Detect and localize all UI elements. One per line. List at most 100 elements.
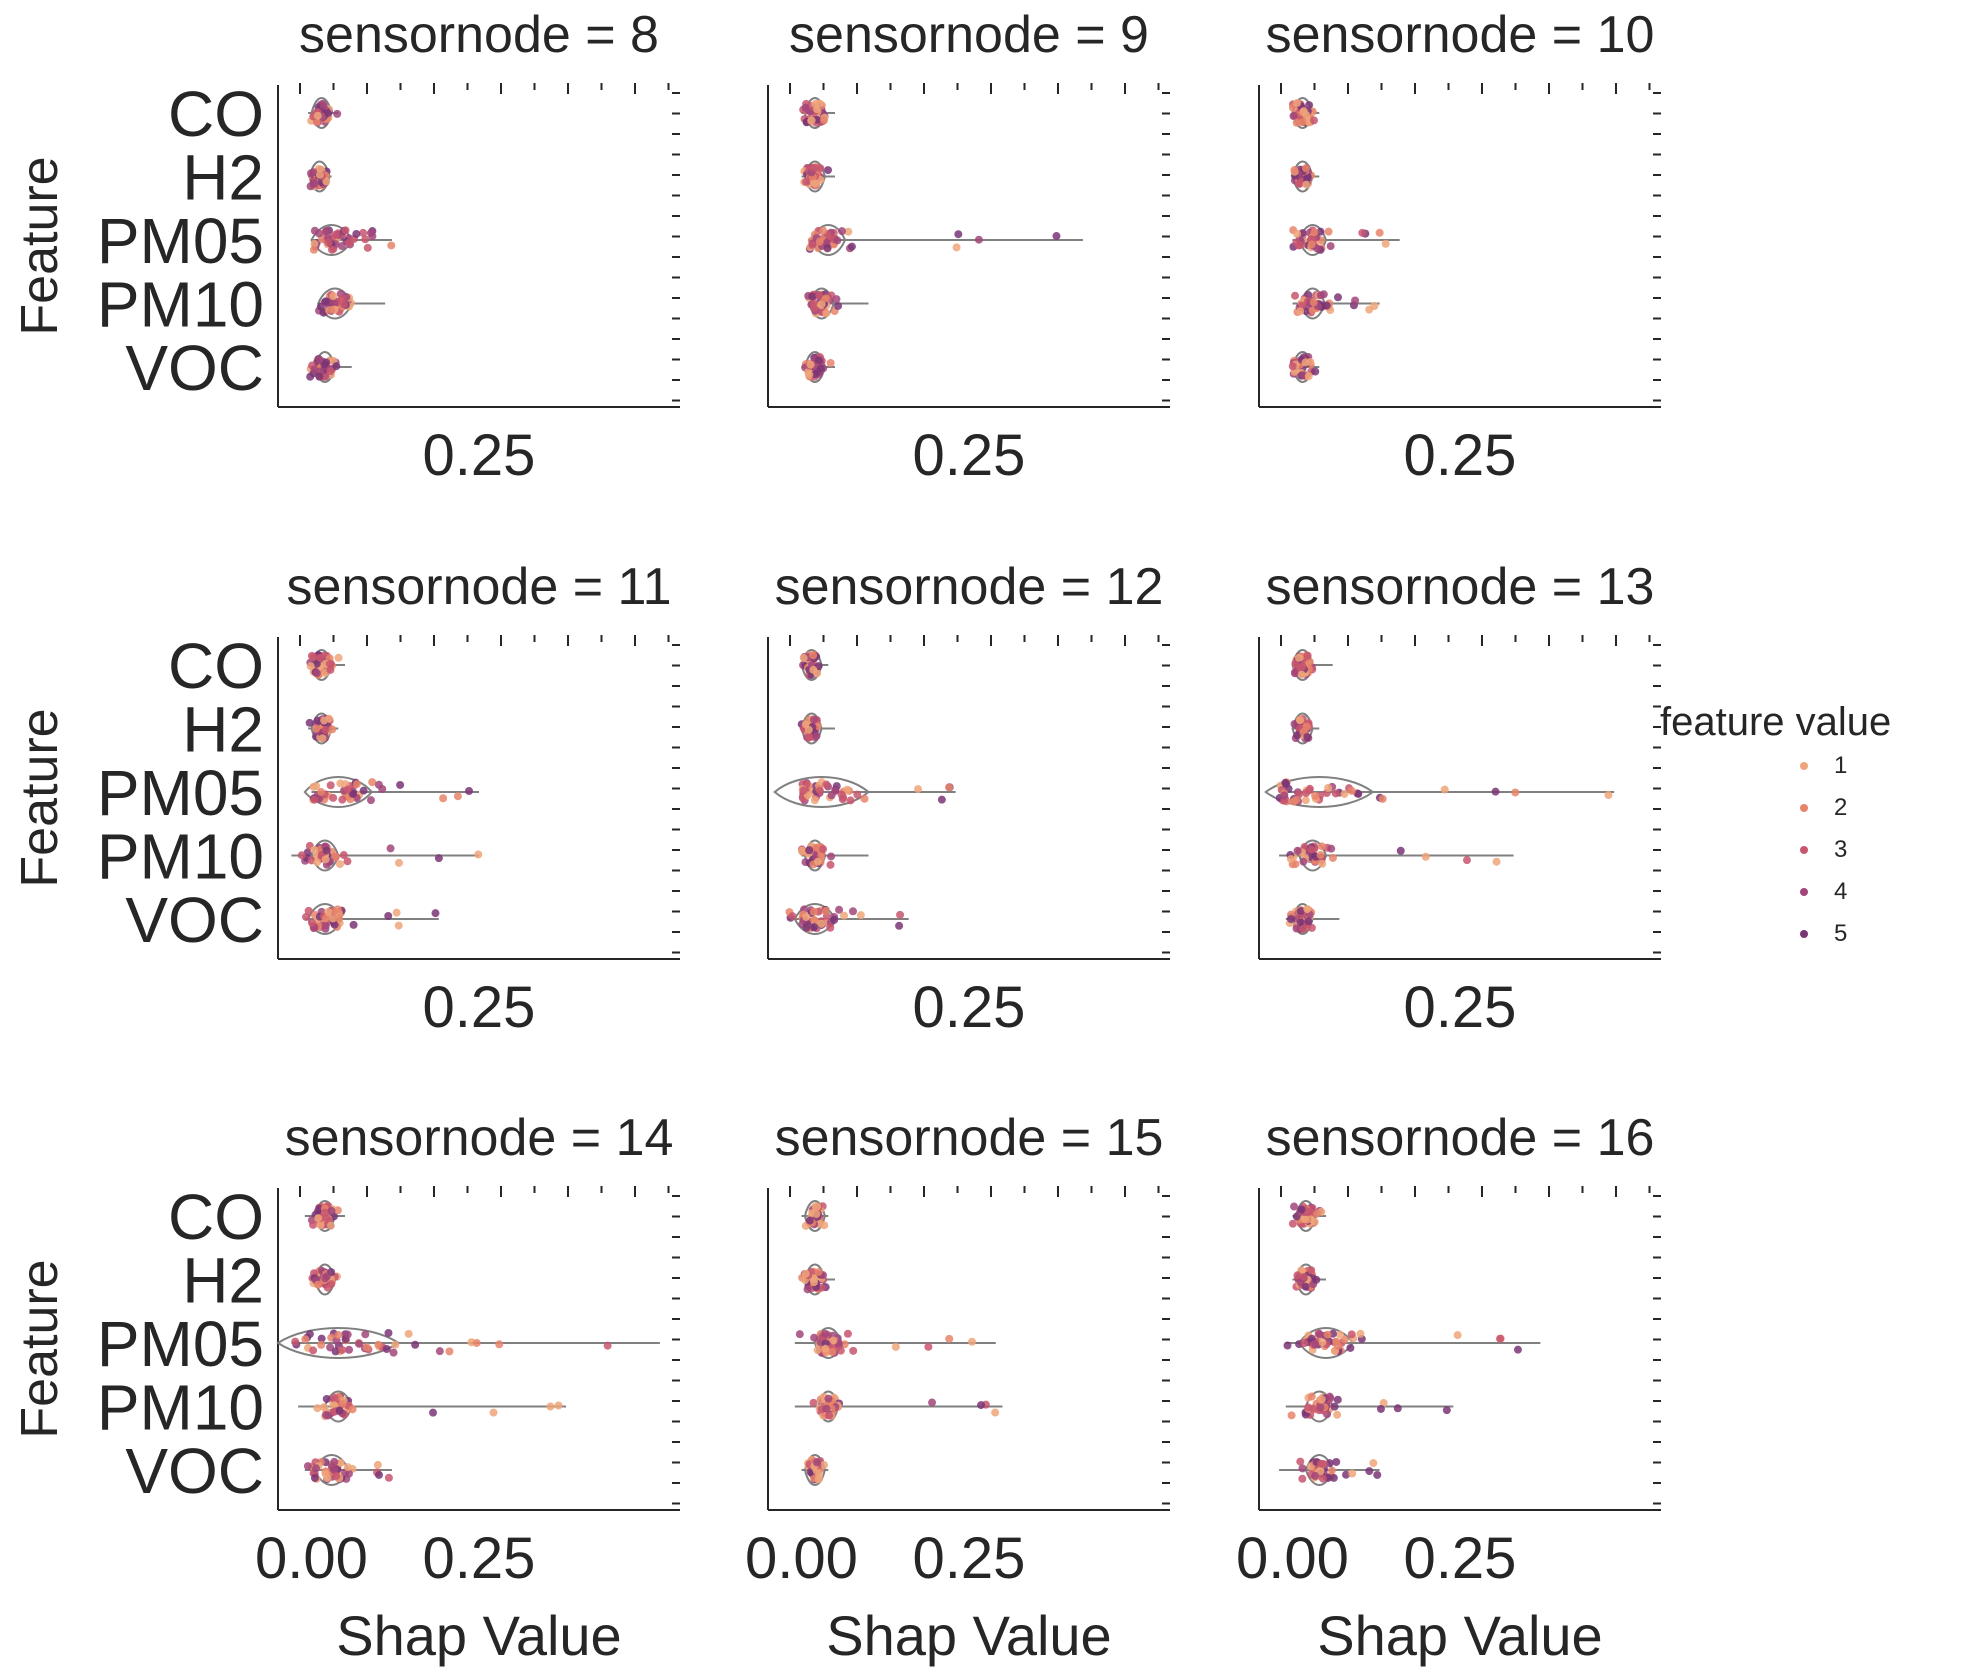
data-point [334, 1331, 343, 1340]
data-point [352, 780, 361, 789]
data-point [382, 1345, 391, 1354]
data-point [1323, 1330, 1332, 1339]
data-point [1305, 101, 1314, 110]
data-point [320, 716, 329, 725]
facet-title: sensornode = 12 [775, 558, 1164, 616]
data-point [309, 245, 318, 254]
data-point [807, 116, 816, 125]
data-point [805, 1216, 814, 1225]
data-point [359, 786, 368, 795]
data-point [386, 844, 395, 853]
x-tick-label: 0.25 [913, 1526, 1026, 1591]
data-point [1297, 670, 1306, 679]
data-point [384, 1329, 393, 1338]
data-point [1328, 853, 1337, 862]
data-point [826, 358, 835, 367]
data-point [315, 170, 324, 179]
data-point [345, 1345, 354, 1354]
data-point [795, 1330, 804, 1339]
data-point [546, 1402, 555, 1411]
data-point [327, 1280, 336, 1289]
data-point [297, 851, 306, 860]
data-point [1287, 1411, 1296, 1420]
data-point [1310, 116, 1319, 125]
data-point [799, 786, 808, 795]
x-tick-label: 0.00 [1236, 1526, 1349, 1591]
data-point [309, 1346, 318, 1355]
data-point [1462, 856, 1471, 865]
data-point [326, 781, 335, 790]
data-point [822, 309, 831, 318]
feature-tick-label: PM05 [97, 757, 264, 829]
data-point [838, 795, 847, 804]
facet-title: sensornode = 9 [789, 6, 1149, 64]
data-point [860, 794, 869, 803]
data-point [326, 665, 335, 674]
data-point [313, 716, 322, 725]
data-point [848, 907, 857, 916]
feature-tick-label: PM10 [97, 1372, 264, 1444]
data-point [335, 1406, 344, 1415]
data-point [810, 796, 819, 805]
data-point [330, 1465, 339, 1474]
data-point [333, 109, 342, 118]
data-point [1336, 1330, 1345, 1339]
facet-title: sensornode = 16 [1266, 1109, 1655, 1167]
data-point [355, 1339, 364, 1348]
data-point [1365, 1467, 1374, 1476]
data-point [366, 796, 375, 805]
data-point [914, 785, 923, 794]
legend-entry: 2 [1800, 787, 1980, 829]
data-point [803, 1285, 812, 1294]
feature-tick-label: VOC [125, 884, 264, 956]
data-point [1347, 786, 1356, 795]
data-point [1313, 244, 1322, 253]
data-point [321, 1469, 330, 1478]
data-point [1326, 242, 1335, 251]
data-point [815, 291, 824, 300]
legend-label: 5 [1834, 920, 1848, 947]
data-point [853, 790, 862, 799]
data-point [359, 228, 368, 237]
data-point [317, 1334, 326, 1343]
data-point [554, 1401, 563, 1410]
data-point [1307, 845, 1316, 854]
data-point [434, 854, 443, 863]
data-point [306, 662, 315, 671]
x-tick-label: 0.00 [745, 1526, 858, 1591]
legend-label: 2 [1834, 794, 1848, 821]
data-point [822, 294, 831, 303]
data-point [829, 1336, 838, 1345]
legend-entry: 3 [1800, 829, 1980, 871]
data-point [1296, 907, 1305, 916]
data-point [313, 111, 322, 120]
data-point [333, 905, 342, 914]
data-point [799, 653, 808, 662]
data-point [843, 1329, 852, 1338]
data-point [1327, 844, 1336, 853]
data-point [1301, 1282, 1310, 1291]
data-point [328, 725, 337, 734]
data-point [326, 367, 335, 376]
data-point [352, 229, 361, 238]
data-point [322, 1272, 331, 1281]
data-point [1331, 789, 1340, 798]
data-point [391, 1340, 400, 1349]
data-point [338, 795, 347, 804]
data-point [1302, 111, 1311, 120]
data-point [1304, 1403, 1313, 1412]
x-tick-label: 0.25 [423, 423, 536, 488]
data-point [808, 240, 817, 249]
data-point [834, 301, 843, 310]
data-point [322, 227, 331, 236]
data-point [817, 919, 826, 928]
data-point [1299, 1273, 1308, 1282]
data-point [336, 1458, 345, 1467]
data-point [821, 906, 830, 915]
data-point [1303, 733, 1312, 742]
data-point [1298, 662, 1307, 671]
data-point [813, 857, 822, 866]
facet-panel-12: sensornode = 12 0.25 [767, 558, 1170, 1040]
data-point [314, 1280, 323, 1289]
violin-body [303, 776, 374, 808]
